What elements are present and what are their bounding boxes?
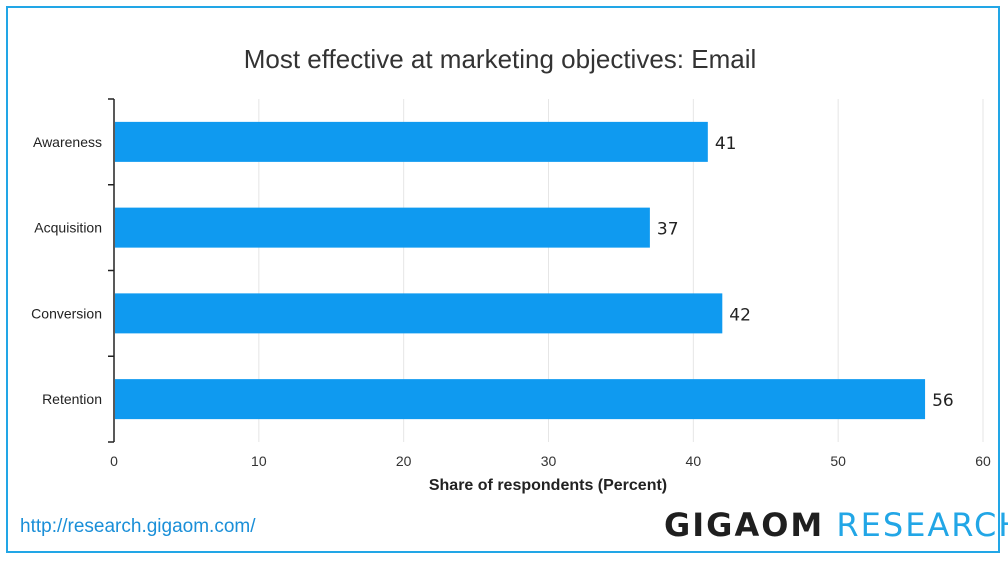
data-label: 56 — [932, 391, 954, 411]
data-label: 37 — [657, 220, 679, 240]
data-label: 41 — [715, 134, 737, 154]
bars: 41 37 42 56 — [115, 121, 954, 420]
axes: 0 10 20 30 40 50 60 Awareness Acquisition Convers… — [31, 98, 991, 469]
x-tick-label: 10 — [251, 453, 267, 469]
brand-part1: GIGAOM — [664, 506, 825, 544]
bar-acquisition — [115, 207, 650, 248]
x-tick-label: 60 — [975, 453, 991, 469]
x-tick-label: 50 — [830, 453, 846, 469]
bar-retention — [115, 379, 926, 420]
footer-url-link[interactable]: http://research.gigaom.com/ — [20, 516, 256, 537]
category-label: Retention — [42, 391, 102, 407]
x-tick-label: 20 — [396, 453, 412, 469]
x-axis-title: Share of respondents (Percent) — [429, 477, 667, 494]
category-label: Awareness — [33, 134, 102, 150]
x-tick-label: 30 — [541, 453, 557, 469]
chart-title: Most effective at marketing objectives: … — [243, 44, 757, 74]
x-tick-label: 0 — [110, 453, 118, 469]
category-label: Acquisition — [34, 220, 102, 236]
category-label: Conversion — [31, 305, 102, 321]
bar-awareness — [115, 121, 708, 162]
brand-logo: GIGAOM RESEARCH — [664, 506, 1008, 544]
bar-conversion — [115, 293, 723, 334]
data-label: 42 — [729, 305, 751, 325]
brand-part2: RESEARCH — [836, 506, 1008, 544]
x-tick-label: 40 — [686, 453, 702, 469]
chart-frame — [6, 6, 1000, 553]
